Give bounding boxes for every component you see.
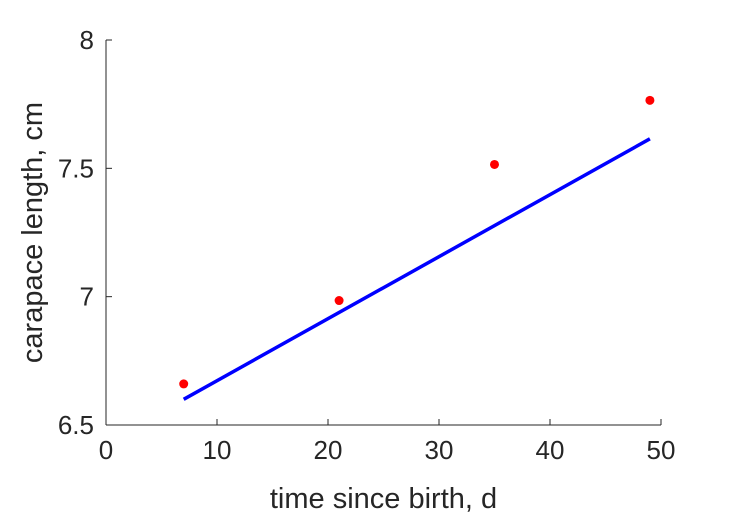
data-point	[490, 159, 499, 169]
x-tick-label: 0	[99, 435, 113, 465]
fit-line	[182, 137, 651, 401]
data-point	[179, 379, 189, 389]
y-tick-label: 8	[80, 25, 94, 55]
y-tick-label: 7.5	[58, 153, 94, 183]
y-axis-title: carapace length, cm	[17, 102, 49, 363]
y-axis: 6.5 7 7.5 8	[58, 25, 112, 440]
x-axis-title: time since birth, d	[270, 483, 497, 515]
plot-area	[179, 95, 655, 401]
data-point	[334, 296, 344, 306]
x-tick-label: 10	[203, 435, 232, 465]
x-tick-label: 40	[536, 435, 565, 465]
x-tick-label: 30	[425, 435, 454, 465]
y-tick-label: 7	[80, 282, 94, 312]
y-tick-label: 6.5	[58, 410, 94, 440]
x-axis: 0 10 20 30 40 50	[99, 419, 676, 465]
data-point	[645, 95, 655, 105]
x-tick-label: 50	[647, 435, 676, 465]
x-tick-label: 20	[314, 435, 343, 465]
